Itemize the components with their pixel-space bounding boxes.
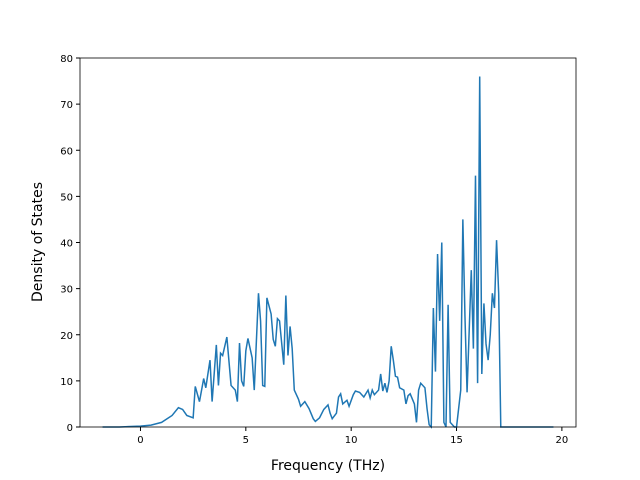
x-tick-label: 15 (450, 435, 463, 446)
y-tick-label: 40 (60, 239, 73, 250)
y-tick-label: 20 (60, 331, 73, 342)
y-axis-label: Density of States (30, 182, 46, 302)
y-tick-label: 0 (67, 423, 73, 434)
plot-frame (79, 57, 577, 428)
y-tick-label: 70 (60, 100, 73, 111)
y-tick-label: 10 (60, 377, 73, 388)
x-tick-label: 20 (556, 435, 569, 446)
y-tick-label: 30 (60, 285, 73, 296)
x-tick-label: 0 (137, 435, 143, 446)
x-tick-label: 5 (243, 435, 249, 446)
y-tick-label: 60 (60, 146, 73, 157)
x-tick-label: 10 (345, 435, 358, 446)
x-axis-label: Frequency (THz) (271, 458, 385, 474)
y-tick-label: 80 (60, 54, 73, 65)
y-tick-label: 50 (60, 192, 73, 203)
